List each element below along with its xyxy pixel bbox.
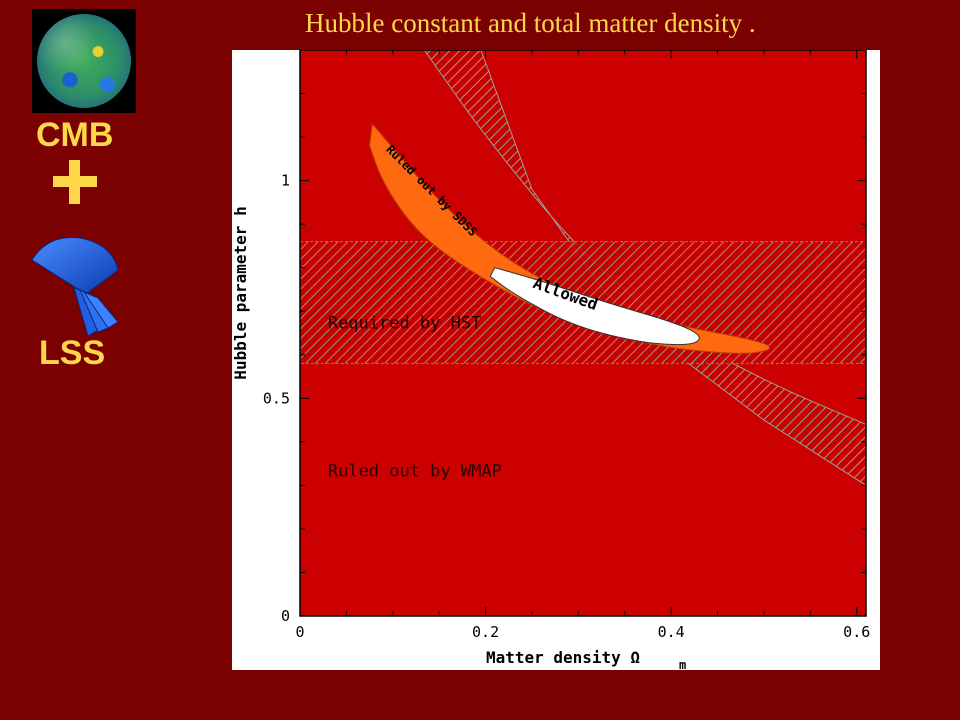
cmb-sphere (37, 14, 131, 108)
x-axis-label-subscript: m (679, 658, 686, 670)
y-axis-label: Hubble parameter h (232, 206, 250, 379)
lss-label: LSS (39, 334, 106, 372)
plus-icon (53, 160, 97, 204)
y-tick-label: 0 (281, 607, 290, 625)
y-tick-label: 0.5 (263, 389, 290, 407)
cmb-label: CMB (36, 116, 114, 154)
y-tick-label: 1 (281, 172, 290, 190)
x-tick-label: 0.2 (472, 623, 499, 641)
lss-survey-cone-icon (31, 236, 119, 337)
x-tick-label: 0.6 (843, 623, 870, 641)
plot-frame (299, 50, 867, 617)
allowed-region (489, 267, 700, 346)
hst-annotation: Required by HST (328, 314, 482, 334)
x-tick-label: 0.4 (658, 623, 685, 641)
slide-title: Hubble constant and total matter density… (305, 8, 756, 38)
cmb-sky-map-image (32, 9, 136, 113)
hubble-matter-density-chart: 0 0.2 0.4 0.6 0 0.5 1 Matter density Ω m Hubble p… (232, 50, 870, 670)
x-tick-label: 0 (295, 623, 304, 641)
x-axis-label: Matter density Ω (486, 648, 640, 667)
chart-frame: 0 0.2 0.4 0.6 0 0.5 1 Matter density Ω m Hubble p… (232, 50, 880, 670)
wmap-annotation: Ruled out by WMAP (328, 462, 502, 482)
